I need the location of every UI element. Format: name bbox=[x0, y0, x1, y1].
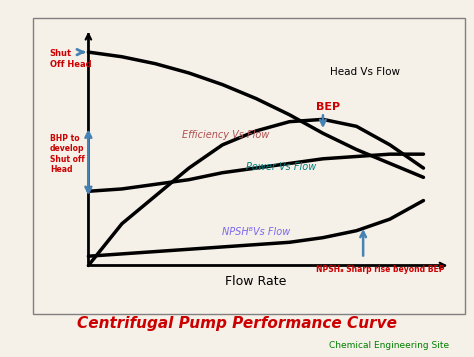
Text: Power Vs Flow: Power Vs Flow bbox=[246, 162, 316, 172]
Text: Chemical Engineering Site: Chemical Engineering Site bbox=[328, 341, 449, 350]
Text: Flow Rate: Flow Rate bbox=[225, 275, 287, 288]
Text: Head Vs Flow: Head Vs Flow bbox=[329, 67, 400, 77]
Text: NPSHᴮVs Flow: NPSHᴮVs Flow bbox=[222, 227, 291, 237]
Text: NPSHₐ Sharp rise beyond BEP: NPSHₐ Sharp rise beyond BEP bbox=[316, 266, 445, 275]
Text: Shut
Off Head: Shut Off Head bbox=[50, 49, 91, 69]
Text: BHP to
develop
Shut off
Head: BHP to develop Shut off Head bbox=[50, 134, 84, 174]
Text: Centrifugal Pump Performance Curve: Centrifugal Pump Performance Curve bbox=[77, 316, 397, 331]
Text: BEP: BEP bbox=[316, 102, 340, 112]
Text: Efficiency Vs Flow: Efficiency Vs Flow bbox=[182, 130, 270, 140]
